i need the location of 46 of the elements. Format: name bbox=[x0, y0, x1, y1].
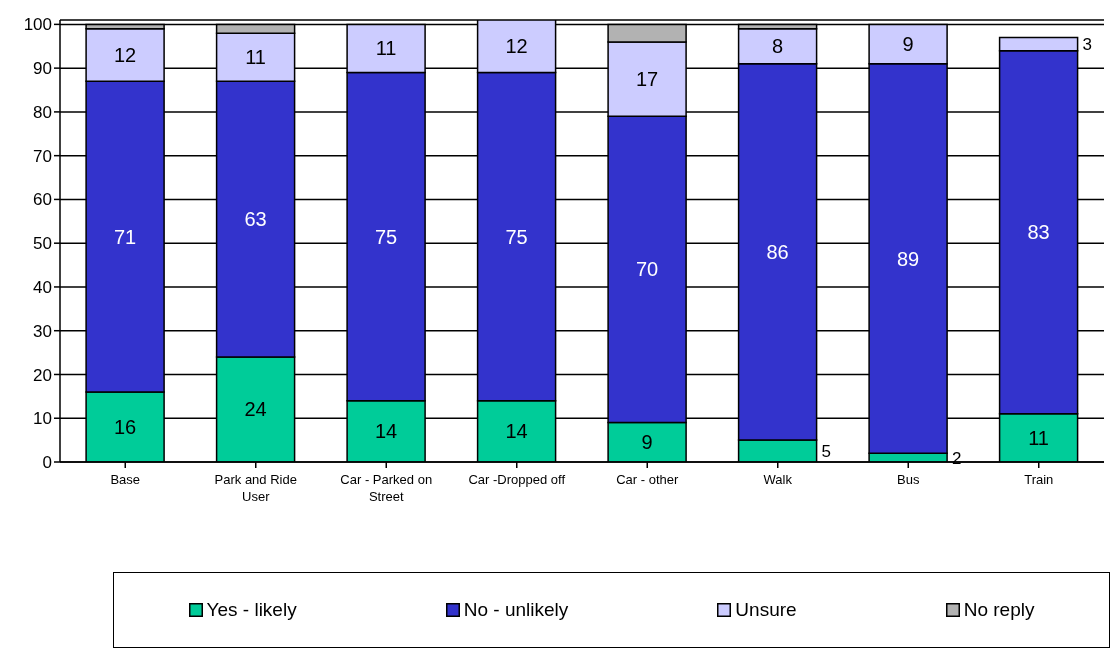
x-tick-label: Bus bbox=[897, 472, 920, 487]
data-label: 75 bbox=[374, 225, 398, 248]
data-label: 3 bbox=[1082, 35, 1093, 55]
y-tick-label: 70 bbox=[33, 146, 52, 166]
data-label: 71 bbox=[113, 225, 137, 248]
data-label: 70 bbox=[635, 258, 659, 281]
data-label: 9 bbox=[641, 431, 653, 454]
legend-label: Unsure bbox=[735, 599, 797, 621]
data-label: 11 bbox=[375, 37, 397, 60]
data-label: 8 bbox=[772, 35, 784, 58]
x-tick-label: Car - Parked on Street bbox=[340, 472, 433, 504]
data-label: 24 bbox=[244, 398, 267, 421]
y-tick-label: 90 bbox=[33, 59, 52, 79]
data-label: 12 bbox=[113, 44, 137, 67]
data-label: 16 bbox=[113, 415, 137, 438]
y-tick-label: 40 bbox=[33, 277, 52, 297]
data-label: 89 bbox=[896, 247, 920, 270]
data-label: 11 bbox=[245, 46, 266, 69]
y-tick-label: 20 bbox=[33, 365, 52, 385]
data-label: 63 bbox=[244, 208, 267, 231]
data-label: 9 bbox=[902, 33, 914, 56]
data-label: 5 bbox=[821, 442, 832, 462]
y-tick-label: 60 bbox=[33, 190, 52, 210]
data-label: 11 bbox=[1028, 426, 1049, 449]
data-label: 17 bbox=[635, 68, 659, 91]
y-tick-label: 0 bbox=[42, 453, 52, 473]
y-tick-label: 80 bbox=[33, 102, 52, 122]
x-tick-label: Base bbox=[110, 472, 141, 487]
x-tick-label: Car - other bbox=[616, 472, 679, 487]
data-label: 14 bbox=[505, 420, 528, 443]
data-label: 75 bbox=[505, 225, 528, 248]
data-label: 14 bbox=[374, 420, 398, 443]
y-tick-label: 50 bbox=[33, 234, 52, 254]
data-label: 86 bbox=[766, 240, 789, 263]
x-tick-label: Park and Ride User bbox=[214, 472, 297, 504]
legend-label: No reply bbox=[963, 599, 1035, 621]
data-label: 12 bbox=[505, 35, 528, 58]
x-tick-label: Walk bbox=[763, 472, 793, 487]
y-tick-label: 100 bbox=[23, 15, 52, 35]
x-tick-label: Car -Dropped off bbox=[468, 472, 566, 487]
legend-label: Yes - likely bbox=[206, 599, 297, 621]
data-label: 83 bbox=[1027, 221, 1050, 244]
y-tick-label: 10 bbox=[33, 409, 52, 429]
legend-label: No - unlikely bbox=[463, 599, 569, 621]
x-tick-label: Train bbox=[1024, 472, 1054, 487]
y-tick-label: 30 bbox=[33, 321, 52, 341]
